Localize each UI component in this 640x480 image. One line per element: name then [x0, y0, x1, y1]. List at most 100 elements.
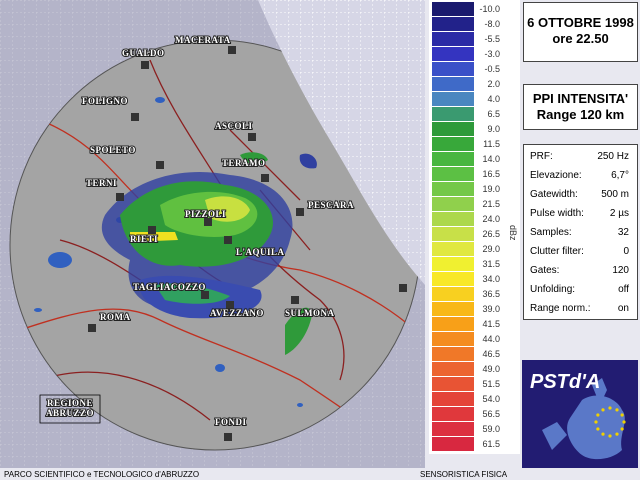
place-label: ROMA — [100, 312, 131, 322]
scale-label: -0.5 — [484, 64, 500, 74]
parameter-value: 32 — [617, 227, 629, 238]
place-label: RIETI — [130, 234, 158, 244]
parameter-row: Gatewidth: 500 m — [524, 185, 637, 204]
parameter-row: Gates: 120 — [524, 261, 637, 280]
region-label: REGIONE — [47, 398, 93, 408]
scale-label: 41.5 — [482, 319, 500, 329]
scale-swatch — [432, 422, 474, 436]
scale-swatch — [432, 362, 474, 376]
date: 6 OTTOBRE 1998 — [527, 15, 634, 30]
scale-label: 29.0 — [482, 244, 500, 254]
parameter-label: Range norm.: — [530, 303, 591, 314]
parameter-row: Unfolding: off — [524, 280, 637, 299]
place-marker — [131, 113, 139, 121]
footer-right: SENSORISTICA FISICA — [420, 470, 508, 479]
parameter-row: Samples: 32 — [524, 223, 637, 242]
parameter-label: Pulse width: — [530, 208, 584, 219]
place-marker — [156, 161, 164, 169]
scale-swatch — [432, 257, 474, 271]
parameter-value: 0 — [623, 246, 629, 257]
scale-label: 11.5 — [483, 139, 500, 149]
scale-label: -10.0 — [479, 4, 500, 14]
scale-swatch — [432, 182, 474, 196]
place-marker — [296, 208, 304, 216]
scale-label: 9.0 — [487, 124, 500, 134]
scale-label: 14.0 — [482, 154, 500, 164]
scale-label: 56.5 — [482, 409, 500, 419]
place-label: ASCOLI — [215, 121, 253, 131]
scale-swatch — [432, 212, 474, 226]
sea — [258, 0, 425, 285]
scale-swatch — [432, 47, 474, 61]
parameter-label: Clutter filter: — [530, 246, 584, 257]
scale-swatch — [432, 122, 474, 136]
parameter-value: 500 m — [601, 189, 629, 200]
product-title: PPI INTENSITA' — [532, 91, 629, 106]
scale-swatch — [432, 197, 474, 211]
place-marker — [201, 291, 209, 299]
place-label: PIZZOLI — [185, 209, 226, 219]
parameter-row: Clutter filter: 0 — [524, 242, 637, 261]
scale-swatch — [432, 242, 474, 256]
place-marker — [399, 284, 407, 292]
scale-swatch — [432, 302, 474, 316]
place-label: FONDI — [215, 417, 247, 427]
scale-swatch — [432, 17, 474, 31]
scale-swatch — [432, 2, 474, 16]
scale-swatch — [432, 317, 474, 331]
scale-label: 4.0 — [487, 94, 500, 104]
parameter-value: 2 µs — [609, 208, 629, 219]
scale-label: 16.5 — [482, 169, 500, 179]
place-label: TERNI — [86, 178, 117, 188]
place-marker — [228, 46, 236, 54]
scale-swatch — [432, 287, 474, 301]
parameter-label: Samples: — [530, 227, 572, 238]
scale-swatch — [432, 62, 474, 76]
place-label: FOLIGNO — [82, 96, 128, 106]
scale-label: -8.0 — [484, 19, 500, 29]
scale-label: -5.5 — [484, 34, 500, 44]
place-label: PESCARA — [308, 200, 354, 210]
place-label: GUALDO — [122, 48, 165, 58]
place-label: SPOLETO — [90, 145, 136, 155]
radar-echoes — [101, 152, 317, 355]
parameters-box: PRF: 250 Hz Elevazione: 6,7° Gatewidth: 500 m… — [523, 144, 638, 320]
place-marker — [88, 324, 96, 332]
scale-label: 21.5 — [482, 199, 500, 209]
parameter-row: Elevazione: 6,7° — [524, 166, 637, 185]
scale-swatch — [432, 377, 474, 391]
date-box: 6 OTTOBRE 1998 ore 22.50 — [523, 2, 638, 62]
scale-label: 49.0 — [482, 364, 500, 374]
place-label: MACERATA — [175, 35, 231, 45]
scale-swatch — [432, 152, 474, 166]
time: ore 22.50 — [552, 31, 609, 46]
parameter-label: Elevazione: — [530, 170, 582, 181]
scale-swatch — [432, 392, 474, 406]
scale-swatch — [432, 77, 474, 91]
scale-unit: dBz — [508, 225, 518, 241]
place-marker — [226, 301, 234, 309]
place-marker — [141, 61, 149, 69]
place-marker — [248, 133, 256, 141]
parameter-row: Range norm.: on — [524, 299, 637, 318]
place-label: AVEZZANO — [210, 308, 264, 318]
scale-swatch — [432, 272, 474, 286]
scale-swatch — [432, 332, 474, 346]
parameter-value: 6,7° — [611, 170, 629, 181]
scale-label: 51.5 — [482, 379, 500, 389]
scale-label: 36.5 — [482, 289, 500, 299]
scale-label: 54.0 — [482, 394, 500, 404]
logo-text: PSTd'A — [530, 371, 600, 393]
place-marker — [291, 296, 299, 304]
scale-label: 39.0 — [482, 304, 500, 314]
scale-swatch — [432, 107, 474, 121]
scale-swatch — [432, 167, 474, 181]
parameter-label: Unfolding: — [530, 284, 576, 295]
footer-left: PARCO SCIENTIFICO e TECNOLOGICO d'ABRUZZ… — [4, 470, 200, 479]
scale-swatch — [432, 227, 474, 241]
parameter-label: PRF: — [530, 151, 553, 162]
parameter-value: 250 Hz — [597, 151, 629, 162]
parameter-label: Gatewidth: — [530, 189, 578, 200]
